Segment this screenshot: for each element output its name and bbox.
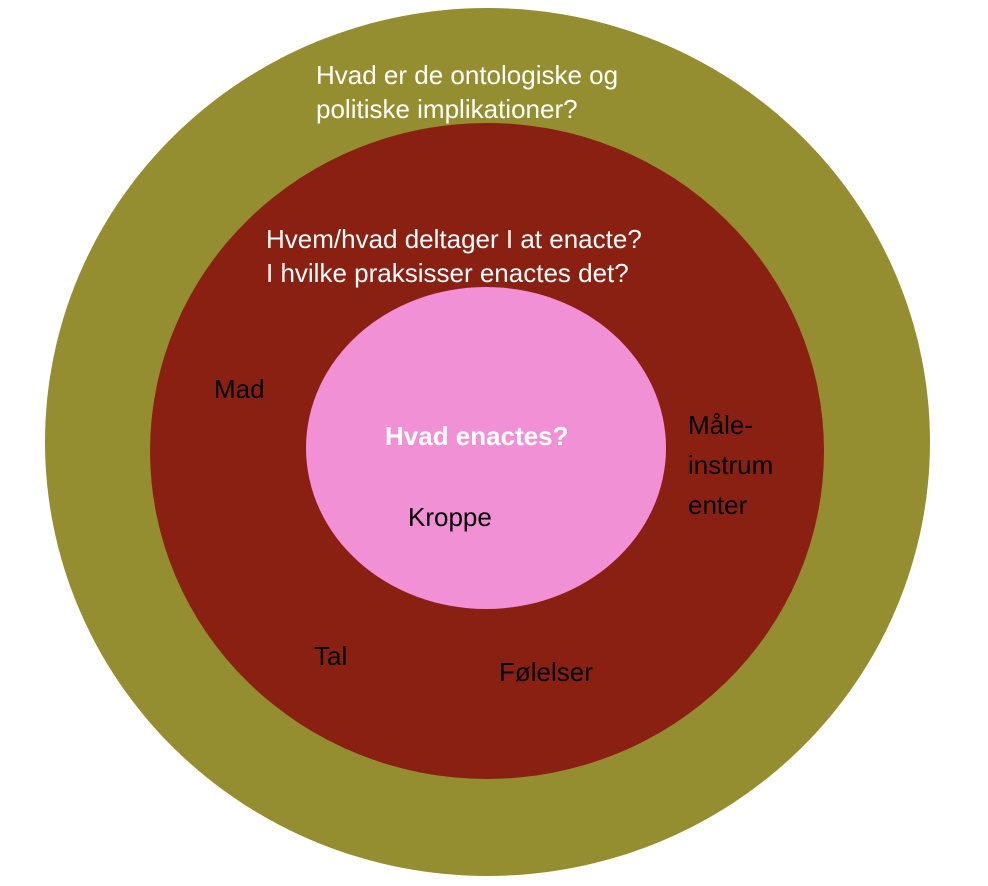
- outer-ring-question: Hvad er de ontologiske og politiske impl…: [316, 58, 618, 126]
- item-folelser: Følelser: [499, 657, 593, 687]
- item-tal: Tal: [314, 641, 348, 671]
- inner-circle: [306, 287, 666, 609]
- maaleinstrumenter-line-1: Måle-: [688, 410, 754, 440]
- maaleinstrumenter-line-3: enter: [688, 490, 748, 520]
- outer-question-line-1: Hvad er de ontologiske og: [316, 60, 619, 90]
- middle-question-line-2: I hvilke praksisser enactes det?: [266, 258, 629, 288]
- inner-circle-question: Hvad enactes?: [385, 421, 569, 451]
- maaleinstrumenter-line-2: instrum: [688, 450, 774, 480]
- item-mad: Mad: [214, 374, 265, 404]
- middle-ring-question: Hvem/hvad deltager I at enacte? I hvilke…: [266, 222, 642, 290]
- outer-question-line-2: politiske implikationer?: [316, 94, 578, 124]
- middle-question-line-1: Hvem/hvad deltager I at enacte?: [266, 224, 642, 254]
- item-kroppe: Kroppe: [408, 502, 492, 532]
- item-maaleinstrumenter: Måle- instrum enter: [688, 405, 773, 525]
